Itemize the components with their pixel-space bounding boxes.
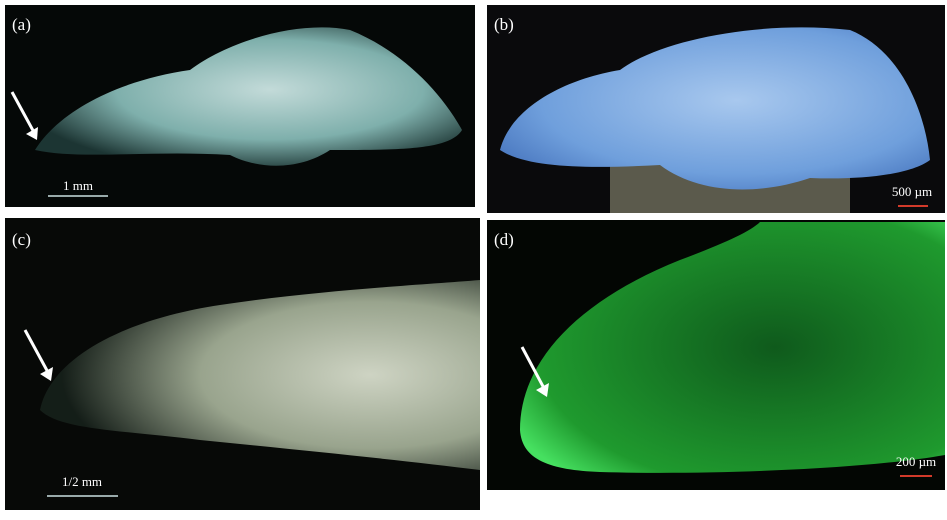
scale-label: 1 mm	[63, 178, 93, 193]
panel-label: (d)	[494, 230, 514, 249]
scale-label: 1/2 mm	[62, 474, 102, 489]
panel-a: (a) 1 mm	[5, 5, 475, 207]
figure: (a) 1 mm (b) 500 µm (c) 1/2 mm (d) 200 µ…	[0, 0, 947, 515]
panel-label: (a)	[12, 15, 31, 34]
scale-label: 500 µm	[892, 184, 932, 199]
panel-label: (c)	[12, 230, 31, 249]
page: {"panels": [ {"label": "(a)", "scale_bar…	[0, 0, 947, 515]
panel-label: (b)	[494, 15, 514, 34]
panel-d: (d) 200 µm	[487, 220, 945, 490]
panel-b: (b) 500 µm	[487, 5, 945, 213]
scale-label: 200 µm	[896, 454, 936, 469]
panel-c: (c) 1/2 mm	[5, 218, 480, 510]
